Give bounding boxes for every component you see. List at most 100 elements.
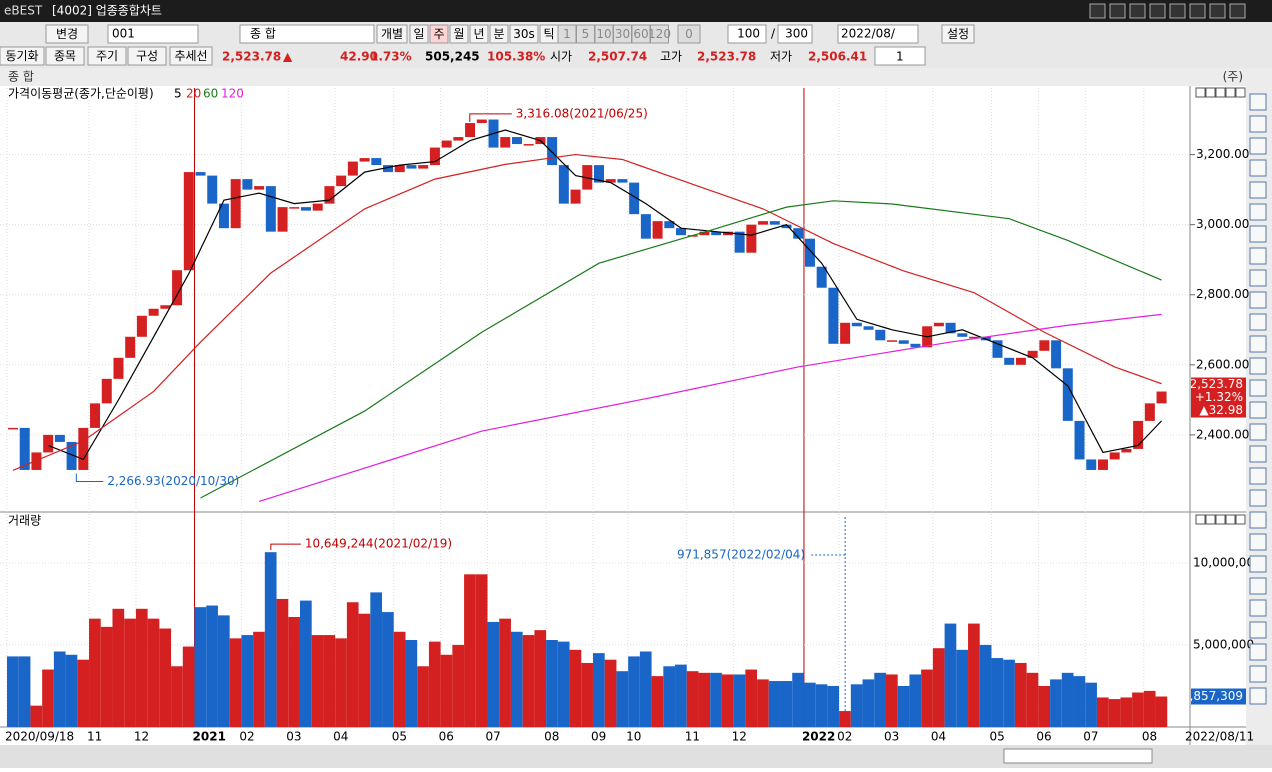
y-tick-label: 2,600.00 <box>1196 357 1249 371</box>
volume-bar <box>499 618 511 727</box>
candle <box>746 224 757 253</box>
tool-icon[interactable] <box>1249 357 1267 375</box>
tool-icon[interactable] <box>1249 621 1267 639</box>
window-control[interactable] <box>1109 3 1126 19</box>
candle <box>840 322 851 344</box>
volume-bar <box>757 679 769 727</box>
panel-button[interactable] <box>1235 514 1246 525</box>
window-control[interactable] <box>1089 3 1106 19</box>
period-button[interactable] <box>409 24 429 44</box>
code-input[interactable] <box>107 24 199 44</box>
period: 30s <box>513 27 535 41</box>
candle <box>781 224 792 229</box>
scroll-track[interactable] <box>1003 748 1153 764</box>
date-input[interactable] <box>837 24 919 44</box>
period-button[interactable] <box>469 24 489 44</box>
tool-icon[interactable] <box>1249 687 1267 705</box>
period-button[interactable] <box>429 24 449 44</box>
panel-button[interactable] <box>1205 87 1216 98</box>
candle <box>594 165 604 183</box>
tool-icon[interactable] <box>1249 225 1267 243</box>
tool-icon[interactable] <box>1249 269 1267 287</box>
volume-bar <box>1073 676 1086 727</box>
ma-legend: 5 <box>174 87 182 101</box>
tool-icon[interactable] <box>1249 247 1267 265</box>
candle <box>605 179 616 183</box>
tool-icon[interactable] <box>1249 643 1267 661</box>
window-control[interactable] <box>1129 3 1146 19</box>
window-control[interactable] <box>1169 3 1186 19</box>
settings-button[interactable] <box>941 24 975 44</box>
info-button-button[interactable] <box>127 46 167 66</box>
tool-icon[interactable] <box>1249 291 1267 309</box>
candle <box>640 214 651 239</box>
panel-button[interactable] <box>1205 514 1216 525</box>
zero-button[interactable] <box>677 24 701 44</box>
panel-button[interactable] <box>1195 514 1206 525</box>
change-button[interactable] <box>45 24 89 44</box>
volume-bar <box>839 711 851 727</box>
ma-line <box>200 200 1162 499</box>
header-bg <box>0 68 1272 86</box>
tool-icon[interactable] <box>1249 445 1267 463</box>
panel-button[interactable] <box>1215 87 1226 98</box>
minute: 120 <box>648 27 671 41</box>
individual-button[interactable] <box>376 24 408 44</box>
tool-icon[interactable] <box>1249 159 1267 177</box>
info-button-button[interactable] <box>0 46 45 66</box>
tool-icon[interactable] <box>1249 181 1267 199</box>
tool-icon[interactable] <box>1249 489 1267 507</box>
panel-button[interactable] <box>1225 514 1236 525</box>
volume-bar <box>1014 662 1027 727</box>
info-button-button[interactable] <box>169 46 213 66</box>
tool-icon[interactable] <box>1249 533 1267 551</box>
tool-icon[interactable] <box>1249 665 1267 683</box>
panel-button[interactable] <box>1235 87 1246 98</box>
tool-icon[interactable] <box>1249 137 1267 155</box>
window-control[interactable] <box>1149 3 1166 19</box>
period-button[interactable] <box>449 24 469 44</box>
minute-button[interactable] <box>650 24 669 44</box>
tool-icon[interactable] <box>1249 599 1267 617</box>
candle <box>301 207 311 211</box>
tool-icon[interactable] <box>1249 93 1267 111</box>
count-input[interactable] <box>727 24 767 44</box>
tool-icon[interactable] <box>1249 335 1267 353</box>
x-tick-label: 11 <box>685 730 700 744</box>
volume-bar <box>112 608 125 727</box>
num-input[interactable] <box>874 46 926 66</box>
window-control[interactable] <box>1189 3 1206 19</box>
tool-icon[interactable] <box>1249 423 1267 441</box>
period-button[interactable] <box>489 24 509 44</box>
panel-button[interactable] <box>1225 87 1236 98</box>
volume-bar <box>18 656 31 727</box>
candle <box>218 203 229 229</box>
volume-bar <box>698 672 711 727</box>
tool-icon[interactable] <box>1249 577 1267 595</box>
ma-legend: 120 <box>221 87 244 101</box>
candle <box>465 123 476 138</box>
candle <box>371 158 382 166</box>
tool-icon[interactable] <box>1249 203 1267 221</box>
tool-icon[interactable] <box>1249 379 1267 397</box>
tool-icon[interactable] <box>1249 313 1267 331</box>
info-button-button[interactable] <box>87 46 127 66</box>
candle <box>933 322 944 327</box>
tool-icon[interactable] <box>1249 555 1267 573</box>
volume-bar <box>1143 690 1156 727</box>
tool-icon[interactable] <box>1249 467 1267 485</box>
x-tick-label: 04 <box>333 730 348 744</box>
window-control[interactable] <box>1209 3 1226 19</box>
panel-button[interactable] <box>1195 87 1206 98</box>
info-button-button[interactable] <box>45 46 85 66</box>
window-control[interactable] <box>1229 3 1246 19</box>
total-input[interactable] <box>777 24 813 44</box>
x-tick-label: 09 <box>591 730 606 744</box>
tool-icon[interactable] <box>1249 511 1267 529</box>
x-tick-label: 06 <box>1036 730 1051 744</box>
tool-icon[interactable] <box>1249 401 1267 419</box>
panel-button[interactable] <box>1215 514 1226 525</box>
candle <box>898 340 909 344</box>
tool-icon[interactable] <box>1249 115 1267 133</box>
period-button[interactable] <box>509 24 539 44</box>
